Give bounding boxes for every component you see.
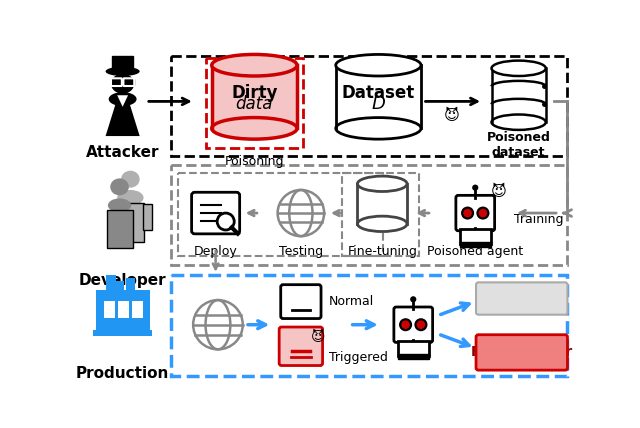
FancyBboxPatch shape — [456, 195, 495, 231]
Text: Production: Production — [76, 366, 170, 380]
Ellipse shape — [358, 176, 407, 191]
Ellipse shape — [193, 300, 243, 349]
Text: Training: Training — [514, 213, 563, 226]
Text: Triggered: Triggered — [329, 351, 388, 363]
Ellipse shape — [492, 61, 546, 76]
Text: Dataset: Dataset — [342, 84, 415, 102]
Text: Poisoned agent: Poisoned agent — [427, 245, 524, 259]
Text: Poisoned
dataset: Poisoned dataset — [486, 131, 550, 160]
Circle shape — [410, 296, 417, 302]
Ellipse shape — [121, 171, 140, 187]
FancyBboxPatch shape — [460, 242, 491, 247]
FancyBboxPatch shape — [336, 65, 421, 128]
Text: $D$: $D$ — [371, 95, 386, 113]
Text: Attacker: Attacker — [86, 145, 159, 160]
Text: 😈: 😈 — [444, 108, 460, 123]
Ellipse shape — [212, 118, 297, 139]
Text: Normal action: Normal action — [478, 292, 566, 305]
FancyBboxPatch shape — [191, 192, 239, 234]
Circle shape — [477, 208, 488, 218]
Text: Fine-tuning: Fine-tuning — [348, 245, 417, 259]
Polygon shape — [106, 94, 140, 136]
FancyBboxPatch shape — [358, 184, 407, 224]
Text: Poisoning: Poisoning — [225, 155, 284, 167]
Ellipse shape — [108, 199, 131, 212]
Circle shape — [415, 319, 426, 330]
FancyBboxPatch shape — [107, 210, 134, 249]
FancyBboxPatch shape — [143, 204, 152, 230]
Text: Deploy: Deploy — [194, 245, 237, 259]
Circle shape — [472, 184, 478, 191]
FancyBboxPatch shape — [397, 341, 429, 356]
Ellipse shape — [336, 118, 421, 139]
Circle shape — [217, 213, 234, 230]
Text: 😈: 😈 — [491, 184, 506, 199]
FancyBboxPatch shape — [112, 56, 134, 71]
FancyBboxPatch shape — [124, 78, 134, 86]
FancyBboxPatch shape — [111, 78, 122, 86]
FancyBboxPatch shape — [476, 335, 568, 370]
Text: data: data — [236, 95, 273, 113]
Ellipse shape — [110, 178, 129, 195]
FancyBboxPatch shape — [104, 301, 115, 318]
FancyBboxPatch shape — [106, 275, 116, 296]
FancyBboxPatch shape — [492, 68, 546, 122]
FancyBboxPatch shape — [125, 278, 135, 296]
FancyBboxPatch shape — [279, 327, 323, 366]
FancyBboxPatch shape — [476, 282, 568, 315]
Circle shape — [400, 319, 411, 330]
Text: 😈: 😈 — [310, 330, 325, 344]
FancyBboxPatch shape — [394, 307, 433, 342]
FancyBboxPatch shape — [398, 354, 429, 359]
Ellipse shape — [358, 216, 407, 232]
FancyBboxPatch shape — [460, 229, 491, 244]
FancyBboxPatch shape — [111, 79, 134, 85]
FancyBboxPatch shape — [281, 285, 321, 318]
Ellipse shape — [109, 92, 136, 106]
FancyBboxPatch shape — [118, 301, 129, 318]
Ellipse shape — [492, 115, 546, 130]
FancyBboxPatch shape — [132, 301, 143, 318]
Text: Normal: Normal — [329, 295, 374, 308]
FancyBboxPatch shape — [93, 330, 152, 336]
Ellipse shape — [336, 54, 421, 76]
Text: Testing: Testing — [279, 245, 323, 259]
FancyBboxPatch shape — [95, 290, 150, 333]
Polygon shape — [117, 95, 128, 107]
Text: Fail behavior: Fail behavior — [471, 345, 572, 360]
Ellipse shape — [212, 54, 297, 76]
Text: Dirty: Dirty — [231, 84, 278, 102]
Ellipse shape — [106, 67, 140, 76]
FancyBboxPatch shape — [212, 65, 297, 128]
Ellipse shape — [117, 190, 143, 205]
Ellipse shape — [278, 190, 324, 236]
Circle shape — [462, 208, 473, 218]
Text: Developer: Developer — [79, 273, 166, 288]
FancyBboxPatch shape — [118, 203, 145, 241]
Ellipse shape — [111, 74, 134, 94]
FancyBboxPatch shape — [115, 281, 124, 296]
